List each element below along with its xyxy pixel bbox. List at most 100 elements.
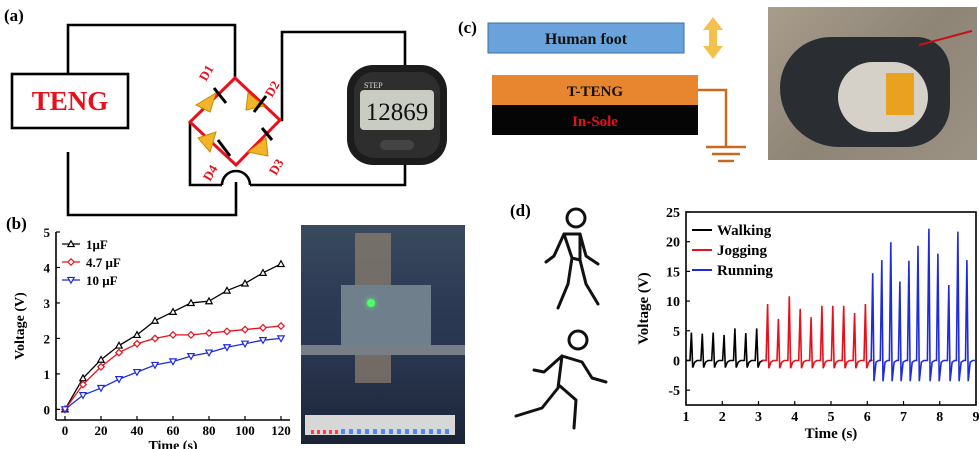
y-tick-label: 10 — [666, 295, 680, 310]
data-point — [276, 335, 286, 343]
data-point — [240, 325, 250, 334]
y-tick-label: 5 — [44, 225, 51, 240]
x-tick-label: 8 — [936, 410, 943, 425]
data-point — [222, 327, 232, 336]
data-point — [258, 323, 268, 332]
diode-d4-icon — [197, 131, 232, 157]
wire-crossover — [220, 169, 252, 186]
y-tick-label: 0 — [673, 354, 680, 369]
diode-d1-icon — [194, 87, 228, 113]
data-point — [222, 286, 232, 294]
wire-top-left — [66, 23, 237, 100]
photo-rig-block — [341, 285, 431, 345]
x-axis-label: Time (s) — [148, 439, 197, 449]
data-point — [258, 337, 268, 345]
data-point — [96, 355, 106, 363]
panel-d-chart: -5 0 5 10 15 20 25 1 2 3 4 5 6 7 8 9 Time (s) Voltage (V)… — [636, 206, 979, 442]
pedometer-icon — [347, 65, 447, 165]
y-tick-label: 20 — [666, 236, 680, 251]
diode-d3-label: D3 — [266, 156, 287, 178]
data-point — [276, 259, 286, 268]
data-point — [186, 330, 196, 339]
legend-label: 1μF — [86, 237, 108, 252]
insole-label: In-Sole — [572, 114, 618, 130]
y-tick-label: 3 — [44, 296, 51, 311]
photo-insole — [838, 62, 928, 132]
human-foot-layer — [487, 22, 685, 54]
photo-rail — [301, 345, 465, 355]
teng-label: TENG — [32, 86, 109, 116]
human-foot-label: Human foot — [545, 31, 628, 48]
data-point — [132, 368, 142, 377]
panel-c-label: (c) — [458, 18, 477, 37]
legend-marker — [66, 239, 76, 248]
y-tick-label: 1 — [44, 367, 51, 382]
pedometer-step-label: STEP — [364, 81, 383, 90]
diode-d4-label: D4 — [200, 162, 221, 184]
panel-a-label: (a) — [4, 6, 24, 25]
data-point — [222, 344, 232, 352]
pedometer-reading: 12869 — [366, 99, 429, 126]
data-point — [132, 330, 142, 339]
x-tick-label: 7 — [900, 410, 907, 425]
x-tick-label: 4 — [791, 410, 798, 425]
diode-d1-label: D1 — [196, 62, 217, 83]
photo-leds-red — [311, 430, 341, 434]
series-line-2 — [64, 337, 282, 410]
x-tick-label: 5 — [828, 410, 835, 425]
panel-b-label: (b) — [6, 214, 27, 233]
photo-teng-patch — [886, 73, 914, 115]
data-point — [258, 268, 268, 276]
data-point — [60, 406, 70, 414]
legend-label: Walking — [717, 223, 772, 239]
y-tick-label: -5 — [668, 384, 680, 399]
x-tick-label: 40 — [131, 423, 144, 438]
data-point — [240, 340, 250, 349]
plot-frame — [685, 211, 977, 406]
legend-label: 4.7 μF — [86, 255, 121, 270]
data-point — [96, 362, 106, 371]
ground-icon — [698, 88, 746, 163]
photo-led — [367, 299, 375, 307]
x-tick-label: 2 — [719, 410, 726, 425]
series-waveform-0 — [686, 328, 766, 368]
panel-c-shoe-photo — [768, 7, 977, 160]
wire-right-bottom — [280, 160, 407, 187]
data-point — [96, 384, 106, 393]
data-point — [186, 352, 196, 361]
x-tick-label: 100 — [235, 423, 255, 438]
double-arrow-icon — [703, 17, 723, 59]
data-point — [186, 298, 196, 307]
photo-leds-blue — [341, 429, 451, 434]
data-point — [150, 361, 160, 370]
data-point — [204, 349, 214, 358]
data-point — [78, 392, 88, 400]
data-point — [168, 307, 178, 315]
diode-d2-label: D2 — [262, 78, 283, 99]
panel-c-diagram: Human foot T-TENG In-Sole — [487, 17, 746, 163]
t-teng-layer — [492, 75, 698, 105]
wire-bottom-left — [66, 152, 238, 217]
x-tick-label: 9 — [973, 410, 979, 425]
legend-marker — [66, 276, 76, 285]
t-teng-label: T-TENG — [567, 84, 623, 100]
insole-layer — [492, 105, 698, 135]
data-point — [168, 330, 178, 339]
y-tick-label: 2 — [44, 331, 51, 346]
y-tick-label: 15 — [666, 265, 680, 280]
data-point — [240, 278, 250, 287]
series-waveform-1 — [762, 296, 874, 369]
y-tick-label: 0 — [44, 402, 51, 417]
diode-d3-icon — [246, 127, 274, 157]
x-tick-label: 20 — [95, 423, 108, 438]
x-tick-label: 120 — [271, 423, 291, 438]
data-point — [114, 376, 124, 384]
data-point — [150, 316, 160, 324]
data-point — [150, 334, 160, 343]
x-tick-label: 0 — [62, 423, 69, 438]
y-tick-label: 5 — [673, 325, 680, 340]
data-point — [114, 348, 124, 357]
y-tick-label: 4 — [44, 260, 51, 275]
y-axis-label: Voltage (V) — [13, 292, 28, 360]
y-axis-label: Voltage (V) — [636, 272, 652, 344]
